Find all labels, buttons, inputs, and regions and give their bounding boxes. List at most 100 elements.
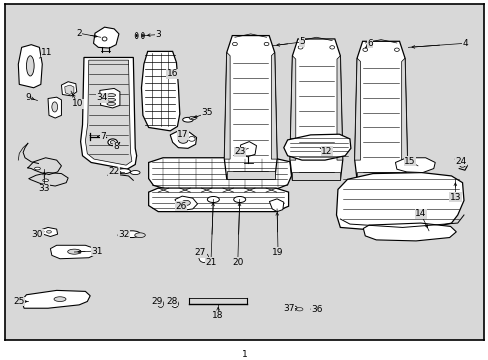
Ellipse shape	[199, 253, 208, 262]
Ellipse shape	[52, 102, 58, 112]
Text: 24: 24	[454, 157, 466, 166]
Polygon shape	[336, 172, 463, 230]
Ellipse shape	[188, 136, 195, 141]
Text: 33: 33	[39, 184, 50, 193]
Text: 29: 29	[151, 297, 163, 306]
Polygon shape	[18, 45, 42, 88]
Ellipse shape	[183, 117, 193, 122]
Ellipse shape	[107, 94, 115, 97]
Ellipse shape	[310, 307, 321, 312]
Ellipse shape	[178, 136, 187, 143]
Polygon shape	[289, 39, 342, 180]
Ellipse shape	[459, 163, 465, 167]
Ellipse shape	[135, 233, 145, 238]
Ellipse shape	[362, 48, 367, 51]
Polygon shape	[93, 27, 119, 48]
Text: 4: 4	[461, 39, 467, 48]
Polygon shape	[85, 60, 132, 165]
Polygon shape	[224, 36, 277, 179]
Text: 8: 8	[113, 142, 119, 151]
Ellipse shape	[232, 42, 237, 46]
Ellipse shape	[108, 139, 117, 146]
Polygon shape	[395, 158, 434, 172]
Text: 34: 34	[96, 93, 107, 102]
Text: 10: 10	[72, 99, 83, 108]
Ellipse shape	[102, 37, 107, 41]
Text: 21: 21	[205, 258, 216, 267]
Ellipse shape	[189, 116, 196, 120]
Ellipse shape	[110, 141, 115, 144]
Polygon shape	[271, 53, 277, 159]
Text: 22: 22	[108, 167, 120, 176]
Text: 16: 16	[166, 69, 178, 78]
Polygon shape	[239, 141, 256, 157]
Text: 17: 17	[177, 130, 188, 139]
Text: 11: 11	[41, 48, 53, 57]
Polygon shape	[354, 58, 360, 160]
Polygon shape	[21, 291, 90, 308]
Text: 23: 23	[234, 147, 245, 156]
Ellipse shape	[130, 171, 140, 175]
Ellipse shape	[54, 297, 66, 301]
Text: 30: 30	[32, 230, 43, 239]
Polygon shape	[41, 228, 58, 237]
Text: 13: 13	[448, 193, 460, 202]
Polygon shape	[269, 199, 283, 212]
Ellipse shape	[107, 98, 115, 102]
Text: 28: 28	[165, 297, 177, 306]
Ellipse shape	[207, 197, 219, 203]
Polygon shape	[175, 196, 197, 210]
Ellipse shape	[117, 169, 130, 174]
Polygon shape	[33, 230, 42, 238]
Polygon shape	[61, 82, 77, 96]
Text: 3: 3	[155, 30, 161, 39]
Ellipse shape	[141, 32, 144, 39]
Ellipse shape	[171, 300, 178, 307]
Text: 31: 31	[91, 247, 102, 256]
Polygon shape	[100, 89, 120, 108]
Polygon shape	[354, 41, 407, 180]
Text: 9: 9	[25, 93, 31, 102]
Text: 35: 35	[201, 108, 212, 117]
Polygon shape	[64, 85, 74, 94]
Polygon shape	[292, 172, 340, 180]
Ellipse shape	[26, 56, 34, 76]
Text: 27: 27	[194, 248, 205, 257]
Text: 18: 18	[212, 311, 224, 320]
Ellipse shape	[296, 307, 303, 311]
Ellipse shape	[264, 42, 268, 46]
Text: 25: 25	[14, 297, 25, 306]
Ellipse shape	[142, 34, 143, 37]
Ellipse shape	[42, 179, 48, 182]
Polygon shape	[148, 188, 288, 212]
Text: 2: 2	[76, 29, 82, 38]
Text: 20: 20	[232, 258, 243, 267]
Polygon shape	[226, 171, 274, 179]
Text: 7: 7	[100, 132, 106, 141]
Polygon shape	[81, 58, 137, 169]
Text: 5: 5	[299, 37, 304, 46]
Polygon shape	[224, 53, 230, 159]
Ellipse shape	[35, 167, 41, 170]
Polygon shape	[289, 56, 295, 160]
Polygon shape	[283, 134, 350, 160]
Ellipse shape	[46, 230, 51, 233]
Ellipse shape	[158, 300, 163, 307]
Ellipse shape	[136, 34, 137, 37]
Ellipse shape	[123, 231, 140, 238]
Ellipse shape	[298, 46, 303, 49]
Text: 12: 12	[321, 147, 332, 156]
Polygon shape	[148, 158, 291, 189]
Ellipse shape	[287, 306, 297, 311]
Polygon shape	[401, 58, 407, 160]
Text: 26: 26	[175, 202, 186, 211]
Polygon shape	[141, 51, 180, 131]
Polygon shape	[48, 97, 61, 118]
Ellipse shape	[118, 233, 126, 237]
Ellipse shape	[135, 32, 138, 39]
Ellipse shape	[182, 201, 190, 206]
Polygon shape	[356, 172, 404, 180]
Ellipse shape	[67, 249, 81, 254]
Ellipse shape	[329, 46, 334, 49]
Text: 1: 1	[241, 350, 247, 359]
